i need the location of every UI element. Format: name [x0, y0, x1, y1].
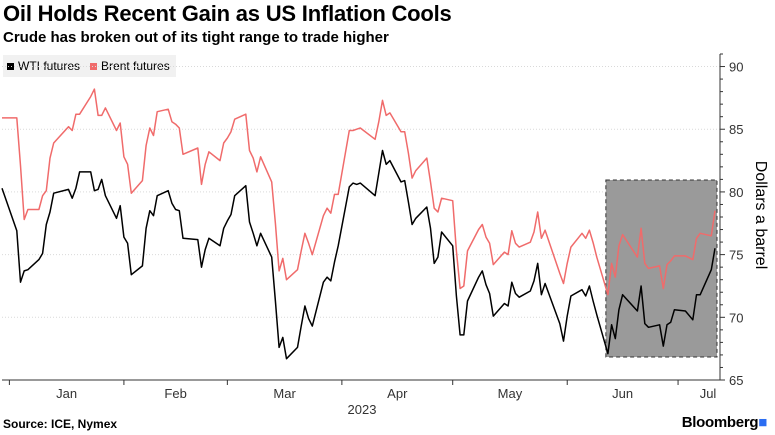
x-tick-label: Jun	[612, 386, 633, 401]
axes: 65 70 75 80 85 90 Jan Feb Mar Apr May Jun Jul 2023	[2, 53, 743, 417]
x-tick-label: Mar	[273, 386, 296, 401]
legend-item-wti[interactable]: WTI futures	[7, 59, 80, 73]
brent-line	[2, 88, 716, 296]
brand-name: Bloomberg	[681, 414, 759, 431]
y-axis-label: Dollars a barrel	[752, 160, 769, 270]
wti-line	[1, 149, 716, 360]
series-lines	[1, 88, 716, 360]
x-year-label: 2023	[348, 402, 377, 417]
brand-dot-icon: ■	[758, 414, 767, 431]
legend-label-wti: WTI futures	[18, 59, 81, 73]
legend-swatch-brent	[90, 62, 98, 70]
y-tick-label: 65	[729, 373, 743, 388]
legend-swatch-wti	[7, 62, 14, 70]
y-tick-label: 80	[729, 185, 743, 200]
y-tick-label: 75	[729, 248, 743, 263]
highlight-region	[605, 179, 718, 358]
chart-title: Oil Holds Recent Gain as US Inflation Co…	[3, 1, 452, 26]
legend-item-brent[interactable]: Brent futures	[90, 59, 170, 73]
y-tick-label: 70	[729, 310, 743, 325]
x-tick-label: Apr	[387, 386, 408, 401]
x-tick-label: Jul	[700, 386, 717, 401]
x-tick-label: Feb	[164, 386, 186, 401]
chart-legend: WTI futures Brent futures	[3, 55, 176, 77]
highlight-box	[605, 179, 718, 358]
bloomberg-logo: Bloomberg■	[681, 414, 768, 431]
legend-label-brent: Brent futures	[101, 59, 170, 73]
y-tick-label: 90	[729, 60, 743, 75]
chart-subtitle: Crude has broken out of its tight range …	[3, 29, 389, 46]
x-tick-label: May	[498, 386, 523, 401]
y-tick-label: 85	[729, 122, 743, 137]
source-note: Source: ICE, Nymex	[3, 417, 118, 431]
x-tick-label: Jan	[56, 386, 77, 401]
